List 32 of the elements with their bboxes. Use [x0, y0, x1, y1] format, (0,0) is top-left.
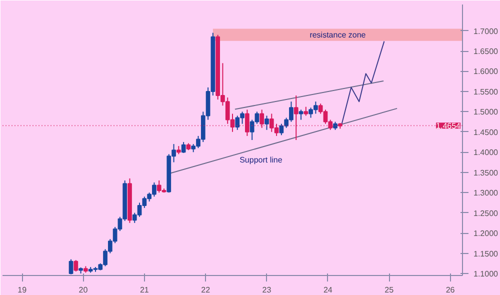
- y-tick-label: 1.4500: [474, 128, 499, 137]
- ref-line-label: 1.4654: [436, 122, 462, 131]
- y-tick-label: 1.2500: [474, 208, 499, 218]
- x-tick-label: 20: [78, 286, 88, 294]
- y-tick-label: 1.3500: [474, 168, 499, 178]
- y-tick-label: 1.6000: [474, 67, 499, 76]
- y-tick-label: 1.2000: [474, 229, 499, 238]
- y-tick-label: 1.4000: [474, 148, 499, 158]
- y-tick-label: 1.1500: [474, 249, 499, 258]
- y-tick-label: 1.3000: [474, 188, 499, 198]
- x-tick-label: 22: [201, 286, 211, 294]
- y-tick-label: 1.5000: [474, 108, 499, 117]
- y-tick-label: 1.6500: [474, 47, 499, 56]
- x-tick-label: 23: [262, 286, 272, 294]
- candlestick: [260, 109, 264, 128]
- x-tick-label: 21: [140, 286, 150, 294]
- y-tick-label: 1.1000: [474, 269, 499, 278]
- candlestick: [294, 95, 298, 140]
- candlestick: [181, 142, 186, 154]
- y-tick-label: 1.5500: [474, 87, 499, 96]
- candlestick: [74, 260, 78, 272]
- candlestick: [298, 109, 304, 120]
- band-label: resistance zone: [310, 30, 366, 40]
- x-tick-label: 26: [446, 286, 456, 294]
- y-tick-label: 1.7000: [474, 26, 499, 36]
- x-tick-label: 19: [18, 286, 28, 294]
- candlestick: [245, 109, 250, 136]
- candlestick: [264, 115, 269, 130]
- candlestick: [68, 258, 74, 275]
- x-tick-label: 25: [384, 286, 394, 294]
- series-label: Support line: [240, 155, 283, 164]
- x-tick-label: 24: [323, 286, 333, 294]
